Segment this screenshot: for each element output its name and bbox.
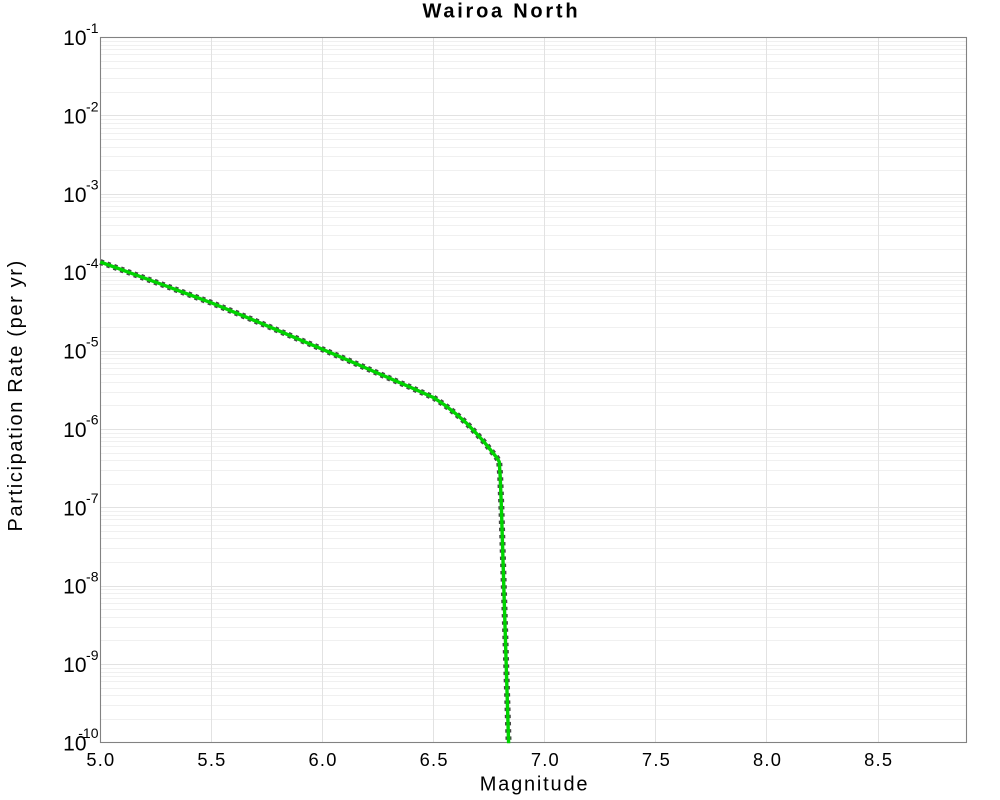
svg-text:-7: -7: [86, 490, 99, 506]
svg-text:10: 10: [63, 27, 86, 50]
svg-text:10: 10: [63, 341, 86, 364]
svg-text:5.0: 5.0: [86, 749, 115, 770]
svg-text:8.5: 8.5: [864, 749, 893, 770]
svg-text:-10: -10: [78, 725, 98, 741]
svg-text:-6: -6: [86, 412, 99, 428]
svg-text:-2: -2: [86, 98, 99, 114]
svg-text:10: 10: [63, 106, 86, 129]
svg-text:10: 10: [63, 654, 86, 677]
svg-text:10: 10: [63, 262, 86, 285]
svg-text:-5: -5: [86, 333, 99, 349]
svg-text:6.0: 6.0: [309, 749, 338, 770]
svg-text:8.0: 8.0: [753, 749, 782, 770]
svg-text:-1: -1: [86, 20, 99, 36]
svg-text:-8: -8: [86, 569, 99, 585]
svg-text:-4: -4: [86, 255, 99, 271]
svg-text:10: 10: [63, 184, 86, 207]
svg-text:-9: -9: [86, 647, 99, 663]
svg-text:Magnitude: Magnitude: [480, 774, 590, 796]
svg-text:-3: -3: [86, 177, 99, 193]
svg-text:Participation Rate (per yr): Participation Rate (per yr): [5, 259, 27, 531]
svg-text:10: 10: [63, 497, 86, 520]
svg-text:Wairoa North: Wairoa North: [422, 1, 580, 23]
svg-text:6.5: 6.5: [420, 749, 449, 770]
svg-text:5.5: 5.5: [197, 749, 226, 770]
svg-text:7.0: 7.0: [531, 749, 560, 770]
svg-text:10: 10: [63, 419, 86, 442]
svg-text:7.5: 7.5: [642, 749, 671, 770]
svg-text:10: 10: [63, 576, 86, 599]
svg-text:10: 10: [63, 732, 86, 755]
